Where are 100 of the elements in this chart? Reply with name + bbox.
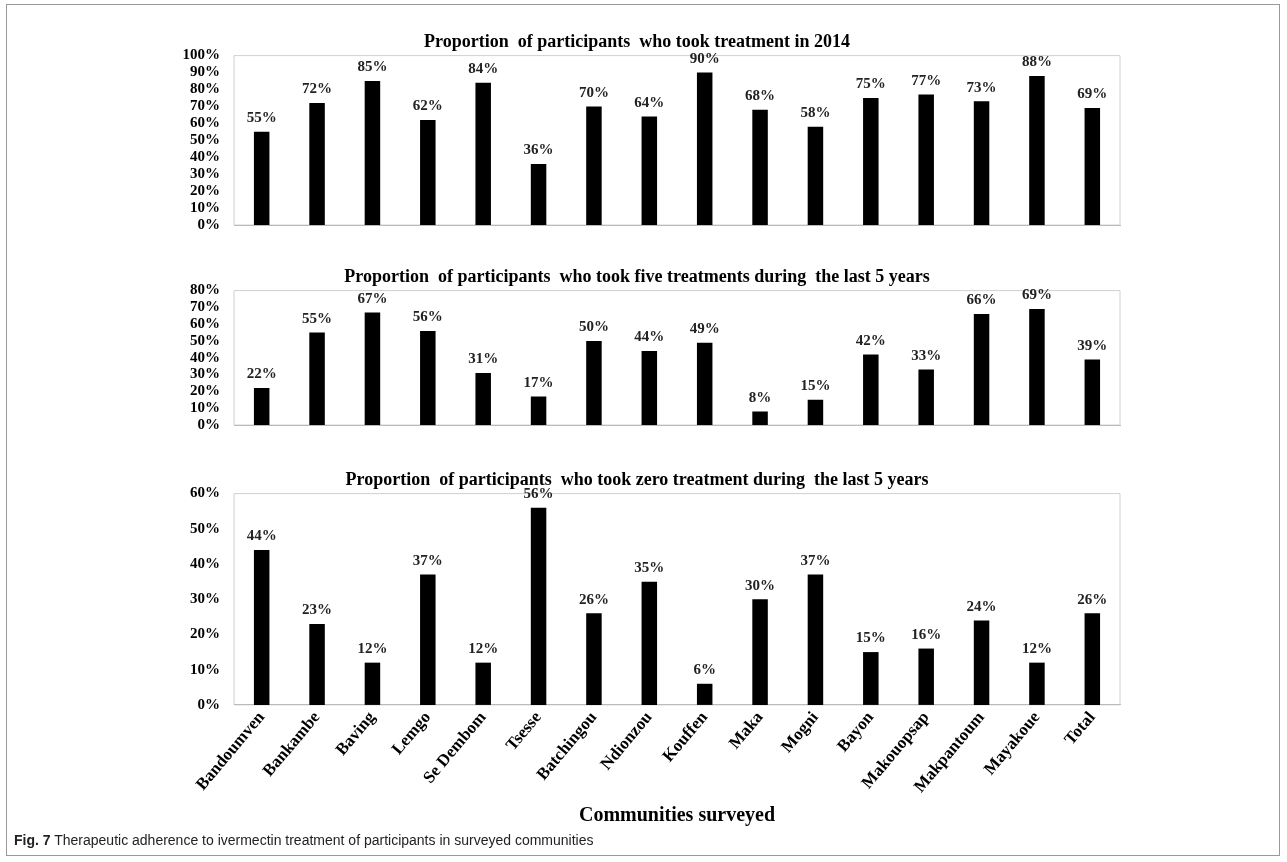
data-label: 36%: [523, 141, 554, 158]
data-label: 15%: [855, 629, 886, 646]
y-tick-label: 30%: [190, 590, 220, 607]
y-tick-label: 80%: [190, 80, 220, 97]
data-label: 88%: [1021, 53, 1052, 70]
bar: [1084, 108, 1101, 225]
data-label: 12%: [357, 640, 388, 657]
data-label: 67%: [357, 289, 388, 306]
bar: [1084, 613, 1101, 705]
data-label: 30%: [745, 576, 776, 593]
data-label: 85%: [357, 58, 388, 75]
bar: [918, 94, 934, 225]
y-tick-label: 40%: [190, 148, 220, 165]
y-tick-label: 10%: [190, 198, 220, 215]
bar: [420, 330, 436, 425]
bar: [309, 332, 325, 425]
bar: [918, 648, 934, 705]
bar: [475, 372, 491, 425]
bar: [364, 312, 381, 425]
data-label: 44%: [634, 328, 665, 345]
bar: [1084, 359, 1101, 425]
bar: [530, 507, 547, 705]
bar: [641, 581, 658, 705]
bar: [863, 354, 879, 425]
bar: [807, 399, 824, 425]
y-tick-label: 10%: [190, 660, 220, 677]
bar: [586, 106, 602, 225]
bar: [863, 652, 879, 705]
y-tick-label: 80%: [190, 281, 220, 298]
bar: [530, 164, 547, 225]
data-label: 39%: [1077, 336, 1108, 353]
bar: [530, 396, 547, 425]
data-label: 69%: [1077, 85, 1108, 102]
bar: [253, 131, 270, 225]
y-tick-label: 50%: [190, 331, 220, 348]
y-tick-label: 40%: [190, 348, 220, 365]
data-label: 37%: [800, 551, 831, 568]
data-label: 23%: [302, 601, 333, 618]
y-tick-label: 90%: [190, 63, 220, 80]
data-label: 15%: [800, 377, 831, 394]
data-label: 69%: [1021, 286, 1052, 303]
y-tick-label: 20%: [190, 625, 220, 642]
bar: [1029, 309, 1045, 425]
data-label: 26%: [578, 590, 609, 607]
bar: [586, 341, 602, 425]
y-tick-label: 50%: [190, 519, 220, 536]
data-label: 22%: [246, 365, 277, 382]
y-tick-label: 0%: [197, 415, 220, 432]
y-tick-label: 20%: [190, 382, 220, 399]
bar: [475, 662, 491, 705]
bar: [475, 82, 491, 225]
bar: [807, 574, 824, 705]
data-label: 55%: [302, 309, 333, 326]
data-label: 35%: [634, 559, 665, 576]
bar: [420, 574, 436, 705]
data-label: 90%: [689, 49, 720, 66]
data-label: 66%: [966, 291, 997, 308]
data-label: 55%: [246, 109, 277, 126]
data-label: 58%: [800, 104, 831, 121]
y-tick-label: 40%: [190, 554, 220, 571]
data-label: 62%: [412, 97, 443, 114]
data-label: 12%: [468, 640, 499, 657]
bar: [309, 623, 325, 705]
caption: Fig. 7 Therapeutic adherence to ivermectin treatment of participants in surveyed communities: [14, 832, 594, 848]
data-label: 8%: [748, 388, 772, 405]
chart-title: Proportion of participants who took treatment in 2014: [424, 31, 850, 52]
data-label: 64%: [634, 93, 665, 110]
bar: [309, 103, 325, 225]
data-label: 12%: [1021, 640, 1052, 657]
data-label: 77%: [911, 71, 942, 88]
data-label: 17%: [523, 373, 554, 390]
bar: [807, 126, 824, 225]
bar: [1029, 75, 1045, 225]
data-label: 49%: [689, 320, 720, 337]
data-label: 33%: [911, 346, 942, 363]
data-label: 44%: [246, 527, 277, 544]
bar: [918, 369, 934, 425]
y-tick-label: 10%: [190, 399, 220, 416]
bar: [641, 351, 658, 425]
data-label: 31%: [468, 350, 499, 367]
bar: [253, 388, 270, 425]
bar: [696, 72, 713, 225]
y-tick-label: 0%: [197, 695, 220, 712]
bar: [696, 683, 713, 705]
data-label: 56%: [412, 308, 443, 325]
data-label: 84%: [468, 60, 499, 77]
bar: [420, 119, 436, 225]
bar: [752, 109, 768, 225]
y-tick-label: 30%: [190, 165, 220, 182]
bar: [364, 662, 381, 705]
data-label: 37%: [412, 551, 443, 568]
data-label: 75%: [855, 75, 886, 92]
y-tick-label: 20%: [190, 181, 220, 198]
y-tick-label: 60%: [190, 114, 220, 131]
y-tick-label: 0%: [197, 215, 220, 232]
bar: [586, 613, 602, 705]
data-label: 26%: [1077, 590, 1108, 607]
data-label: 24%: [966, 597, 997, 614]
y-tick-label: 60%: [190, 484, 220, 501]
bar: [973, 620, 990, 705]
